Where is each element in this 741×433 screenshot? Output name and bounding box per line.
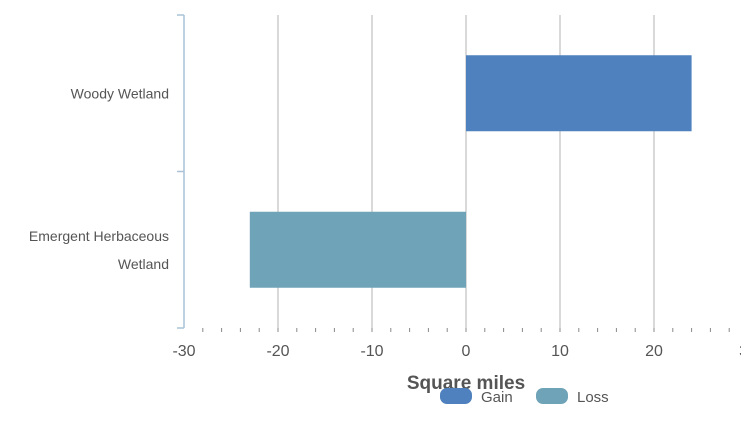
legend-swatch-gain — [440, 388, 472, 404]
category-label: Emergent Herbaceous — [29, 228, 169, 244]
x-tick-label: 10 — [551, 343, 569, 360]
legend: Gain Loss — [440, 388, 609, 406]
category-label: Woody Wetland — [71, 85, 169, 101]
tick-labels: -30 -20 -10 0 10 20 30 — [172, 343, 741, 360]
x-tick-label: 20 — [645, 343, 663, 360]
legend-swatch-loss — [536, 388, 568, 404]
axes — [177, 14, 730, 332]
category-label: Wetland — [118, 256, 169, 272]
x-tick-label: -10 — [360, 343, 383, 360]
bar-gain — [466, 55, 692, 132]
x-tick-label: 30 — [739, 343, 741, 360]
x-tick-label: 0 — [462, 343, 471, 360]
legend-label-loss: Loss — [577, 389, 609, 406]
x-axis-title: Square miles — [407, 373, 525, 394]
x-tick-label: -30 — [172, 343, 195, 360]
bars — [249, 55, 692, 288]
bar-loss — [249, 211, 466, 288]
legend-label-gain: Gain — [481, 389, 513, 406]
x-tick-label: -20 — [266, 343, 289, 360]
category-labels: Woody Wetland Emergent Herbaceous Wetland — [29, 85, 169, 272]
